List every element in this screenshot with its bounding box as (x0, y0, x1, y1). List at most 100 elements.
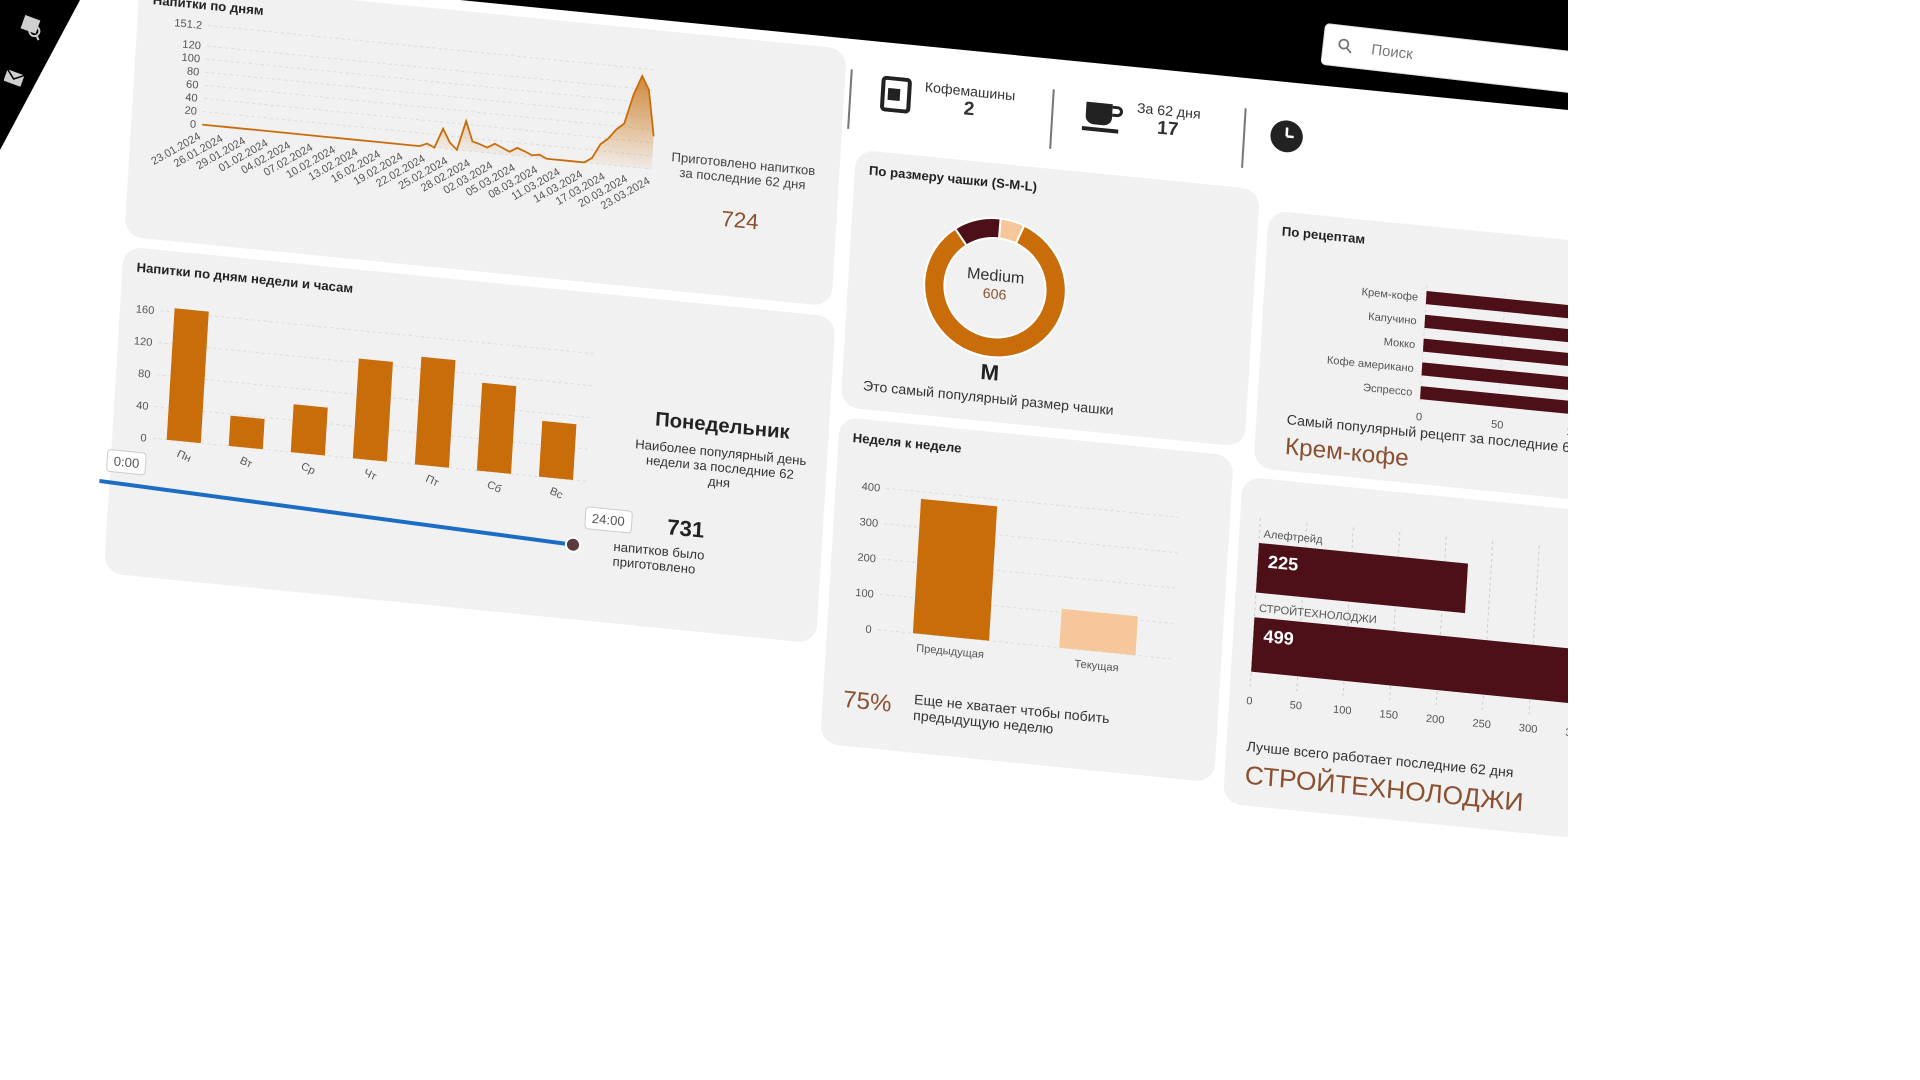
weekday-top-day-desc: Наиболее популярный день недели за после… (634, 436, 807, 491)
y-tick-label: 80 (187, 65, 200, 78)
donut-slice-medium (923, 224, 1067, 359)
clock-icon (1270, 120, 1303, 153)
hour-range-slider[interactable] (95, 473, 610, 603)
y-tick-label: 0 (140, 432, 147, 444)
donut-slice-small (953, 217, 1002, 247)
stat-time (1267, 117, 1306, 156)
gridline (160, 310, 595, 355)
coffee-cup-icon (1081, 101, 1123, 134)
cupsize-card: По размеру чашки (S-M-L) Medium 606 M Эт… (840, 149, 1261, 447)
x-tick-label: Ср (299, 461, 317, 478)
daily-line (202, 73, 655, 164)
week-bar (912, 498, 998, 641)
dashboard: Напитки по дням 151.2 120 100 80 60 40 20 0 23.0… (99, 0, 1568, 882)
slider-start-label: 0:00 (105, 448, 148, 476)
recipes-card: По рецептам 0 50 100 Крем-кофе Капучино Мокко… (1253, 210, 1568, 516)
map-search-icon[interactable] (19, 15, 45, 41)
y-tick-label: 100 (181, 52, 200, 66)
recipe-bar (1425, 291, 1568, 334)
mail-icon[interactable] (3, 68, 25, 87)
recipe-bar (1421, 362, 1568, 394)
weekday-bar (166, 308, 209, 444)
gridline (208, 25, 658, 71)
x-tick-label: Вс (548, 485, 565, 501)
partner-bar (1255, 542, 1469, 614)
gridline (1435, 536, 1447, 705)
coffee-machine-icon (880, 75, 912, 114)
x-tick-label: Пн (175, 448, 193, 465)
week-chart: 400 300 200 100 0 Предыдущая Текущая (855, 481, 1180, 674)
x-tick-label: Вт (238, 455, 254, 471)
x-tick-label: 50 (1289, 699, 1302, 712)
y-tick-label: 40 (185, 92, 198, 105)
x-tick-label: 150 (1379, 708, 1398, 722)
search-input[interactable]: Поиск (1370, 40, 1414, 63)
y-tick-label: 160 (135, 303, 154, 317)
partners-chart: 0 50 100 150 200 250 300 350 400Алефтрейд225СТРО… (1246, 518, 1568, 741)
y-tick-label: Капучино (1368, 311, 1417, 328)
slider-end-label: 24:00 (584, 506, 633, 534)
daily-chart: 151.212010080604020023.01.202426.01.2024… (149, 17, 658, 212)
daily-summary-label: Приготовлено напитков за последние 62 дн… (671, 149, 816, 193)
cupsize-donut-chart: Medium 606 (923, 217, 1067, 359)
y-tick-label: 151.2 (174, 17, 202, 32)
y-tick-label: Мокко (1383, 336, 1415, 351)
weekday-bar (228, 415, 265, 450)
gridline (206, 58, 656, 105)
recipe-bar (1424, 314, 1568, 355)
gridline (204, 84, 655, 131)
bar-value-label: 225 (1267, 552, 1299, 575)
screen: Поиск Напитки по дням 151.2 120 100 80 60 40 2… (0, 0, 1568, 882)
bar-value-label: 499 (1263, 626, 1295, 649)
search-box[interactable]: Поиск (1321, 24, 1568, 95)
gridline (1482, 541, 1494, 710)
gridline (886, 487, 1180, 518)
weekday-bar (414, 356, 456, 468)
x-tick-label: Пт (424, 473, 441, 489)
daily-area (202, 75, 654, 170)
x-tick-label: 100 (1333, 704, 1352, 718)
partner-bar (1251, 617, 1568, 718)
x-tick-label: Текущая (1074, 658, 1119, 674)
weekday-bar (290, 404, 328, 456)
daily-card: Напитки по дням 151.2 120 100 80 60 40 20 0 23.0… (124, 0, 847, 307)
y-tick-label: Кофе американо (1327, 355, 1415, 375)
y-tick-label: 100 (855, 587, 874, 601)
slider-track[interactable] (98, 478, 574, 547)
weekday-bar (538, 420, 577, 481)
gridline (205, 71, 655, 118)
stat-divider (847, 69, 853, 129)
recipe-bar (1420, 386, 1568, 416)
x-tick-label: Сб (485, 479, 503, 496)
week-bar (1059, 608, 1138, 656)
y-tick-label: 200 (857, 552, 876, 566)
x-tick-label: 100 (1566, 426, 1568, 440)
weekday-bar (352, 358, 393, 462)
y-tick-label: 80 (138, 368, 151, 381)
weekday-chart: 160 120 80 40 0 Пн Вт Ср Чт Пт Сб Вс (134, 303, 595, 502)
week-percent: 75% (842, 686, 893, 718)
sidebar (3, 8, 64, 108)
x-tick-label: 0 (1246, 695, 1253, 707)
donut-center-value: 606 (982, 285, 1007, 303)
x-tick-label: 0 (1416, 411, 1423, 423)
stat-drinks-period: За 62 дня 17 (1081, 94, 1201, 143)
weekday-bar (476, 382, 517, 474)
gridline (206, 45, 657, 92)
y-tick-label: 120 (134, 335, 153, 349)
gridline (1249, 518, 1261, 687)
stat-coffee-machines: Кофемашины 2 (879, 74, 1016, 125)
gridline (202, 111, 653, 157)
slider-handle-end[interactable] (564, 536, 582, 553)
stat-divider (1049, 89, 1055, 149)
stat-divider (1241, 108, 1247, 168)
x-tick-label: Предыдущая (916, 643, 985, 662)
x-tick-label: 200 (1426, 713, 1445, 727)
y-tick-label: 0 (865, 624, 872, 636)
y-tick-label: Крем-кофе (1361, 286, 1418, 303)
x-tick-label: 350 (1565, 727, 1568, 741)
recipes-chart: 0 50 100 Крем-кофе Капучино Мокко Кофе америка… (1327, 285, 1568, 440)
gridline (1389, 531, 1401, 701)
y-tick-label: 0 (190, 118, 197, 130)
gridline (1528, 545, 1540, 715)
